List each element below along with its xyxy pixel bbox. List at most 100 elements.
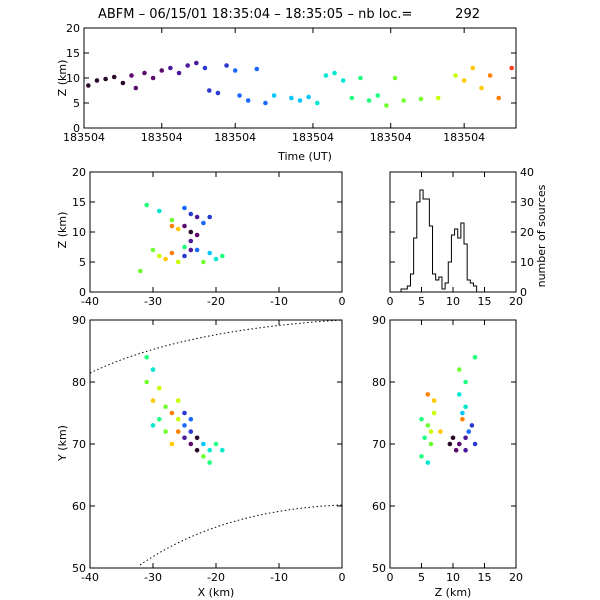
- plan-point: [163, 429, 168, 434]
- xz-panel: -40 -30 -20 -10 0 0 5 10 15 20: [72, 166, 346, 308]
- histogram-xtick-label: 15: [478, 295, 492, 308]
- time-height-point: [202, 65, 208, 71]
- zy-panel: 0 5 10 15 20 50 60 70 80 90: [372, 314, 523, 584]
- time-height-point: [314, 100, 320, 106]
- time-height-point: [306, 94, 311, 100]
- xz-point: [163, 256, 168, 262]
- zy-point: [457, 367, 462, 372]
- histogram-series-line: [397, 189, 483, 293]
- time-height-point: [297, 98, 303, 103]
- xz-ytick-label: 0: [79, 286, 86, 299]
- plan-xtick-label: -10: [270, 571, 288, 584]
- zy-point: [431, 398, 437, 403]
- plan-point: [201, 441, 206, 447]
- histogram-ytick-label: 30: [520, 196, 534, 209]
- plan-point: [188, 429, 194, 434]
- xz-point: [194, 247, 200, 253]
- plan-point: [175, 398, 181, 403]
- plan-point: [163, 404, 168, 410]
- time-height-point: [263, 100, 268, 106]
- zy-xtick-label: 5: [418, 571, 425, 584]
- xz-point: [194, 214, 200, 220]
- time-xtick-label: 183504: [63, 131, 105, 144]
- time-height-point: [392, 75, 398, 81]
- histogram-ytick-label: 10: [520, 256, 534, 269]
- histogram-xtick-label: 0: [387, 295, 394, 308]
- time-height-point: [194, 60, 199, 66]
- zy-ytick-label: 90: [372, 314, 386, 327]
- time-height-point: [168, 65, 173, 71]
- time-height-point: [185, 63, 190, 68]
- xz-point: [188, 247, 194, 253]
- plan-point: [150, 367, 156, 372]
- plan-point: [144, 354, 149, 360]
- xz-ytick-label: 10: [72, 226, 86, 239]
- xz-xtick-label: -20: [207, 295, 225, 308]
- time-height-point: [453, 73, 458, 78]
- time-height-point: [103, 76, 108, 82]
- xz-point: [157, 253, 162, 259]
- time-height-point: [133, 85, 139, 91]
- time-height-point: [401, 98, 406, 103]
- plan-xtick-label: -30: [144, 571, 162, 584]
- plan-view-panel: -40 -30 -20 -10 0 50 60 70 80 90: [72, 314, 346, 584]
- time-xtick-label: 183504: [141, 131, 183, 144]
- xz-xtick-label: 0: [339, 295, 346, 308]
- zy-ytick-label: 60: [372, 500, 386, 513]
- xz-ytick-label: 20: [72, 166, 86, 179]
- zy-point: [425, 460, 431, 465]
- time-height-point: [94, 78, 100, 83]
- zy-frame: [389, 319, 517, 569]
- xz-point: [220, 253, 225, 259]
- zy-point: [422, 435, 427, 441]
- xz-point: [138, 268, 143, 274]
- zy-point: [425, 392, 431, 397]
- plan-point: [188, 416, 194, 422]
- zy-point: [463, 404, 468, 410]
- xz-point: [182, 223, 187, 229]
- xz-frame: [89, 171, 343, 293]
- plan-point: [175, 429, 181, 434]
- time-height-point: [461, 78, 467, 83]
- plan-point: [207, 447, 212, 453]
- xz-point: [201, 259, 206, 265]
- plan-ytick-label: 70: [72, 438, 86, 451]
- zy-point: [463, 435, 468, 441]
- zy-point: [460, 416, 465, 422]
- time-height-point: [332, 70, 337, 76]
- xz-point: [182, 244, 187, 250]
- zy-xtick-label: 15: [478, 571, 492, 584]
- zy-point: [447, 441, 453, 447]
- time-height-point: [375, 93, 381, 98]
- xz-point: [175, 259, 181, 265]
- zy-x-axis-label: Z (km): [435, 586, 472, 599]
- xz-panel-z-axis-label: Z (km): [56, 212, 69, 249]
- range-circle-inner: [139, 504, 343, 566]
- xz-point: [207, 214, 212, 220]
- time-height-ytick-label: 0: [73, 122, 80, 135]
- time-height-point: [245, 98, 251, 103]
- time-height-point: [496, 95, 502, 101]
- xz-point: [213, 256, 219, 262]
- histogram-y-axis-label: number of sources: [535, 184, 548, 287]
- time-height-point: [289, 95, 294, 101]
- xz-point: [188, 229, 194, 235]
- plan-y-axis-label: Y (km): [56, 425, 69, 462]
- time-height-point: [206, 88, 212, 93]
- zy-xtick-label: 20: [509, 571, 523, 584]
- plan-point: [207, 460, 212, 465]
- plan-point: [157, 385, 162, 391]
- zy-point: [450, 435, 456, 441]
- time-xtick-label: 183504: [214, 131, 256, 144]
- plan-ytick-label: 60: [72, 500, 86, 513]
- plan-point: [213, 441, 219, 447]
- xz-point: [169, 217, 175, 223]
- zy-point: [460, 410, 465, 416]
- time-xtick-label: 183504: [292, 131, 334, 144]
- zy-point: [425, 423, 431, 428]
- zy-ytick-label: 50: [372, 562, 386, 575]
- xz-point: [182, 205, 187, 211]
- histogram-ytick-label: 0: [520, 286, 527, 299]
